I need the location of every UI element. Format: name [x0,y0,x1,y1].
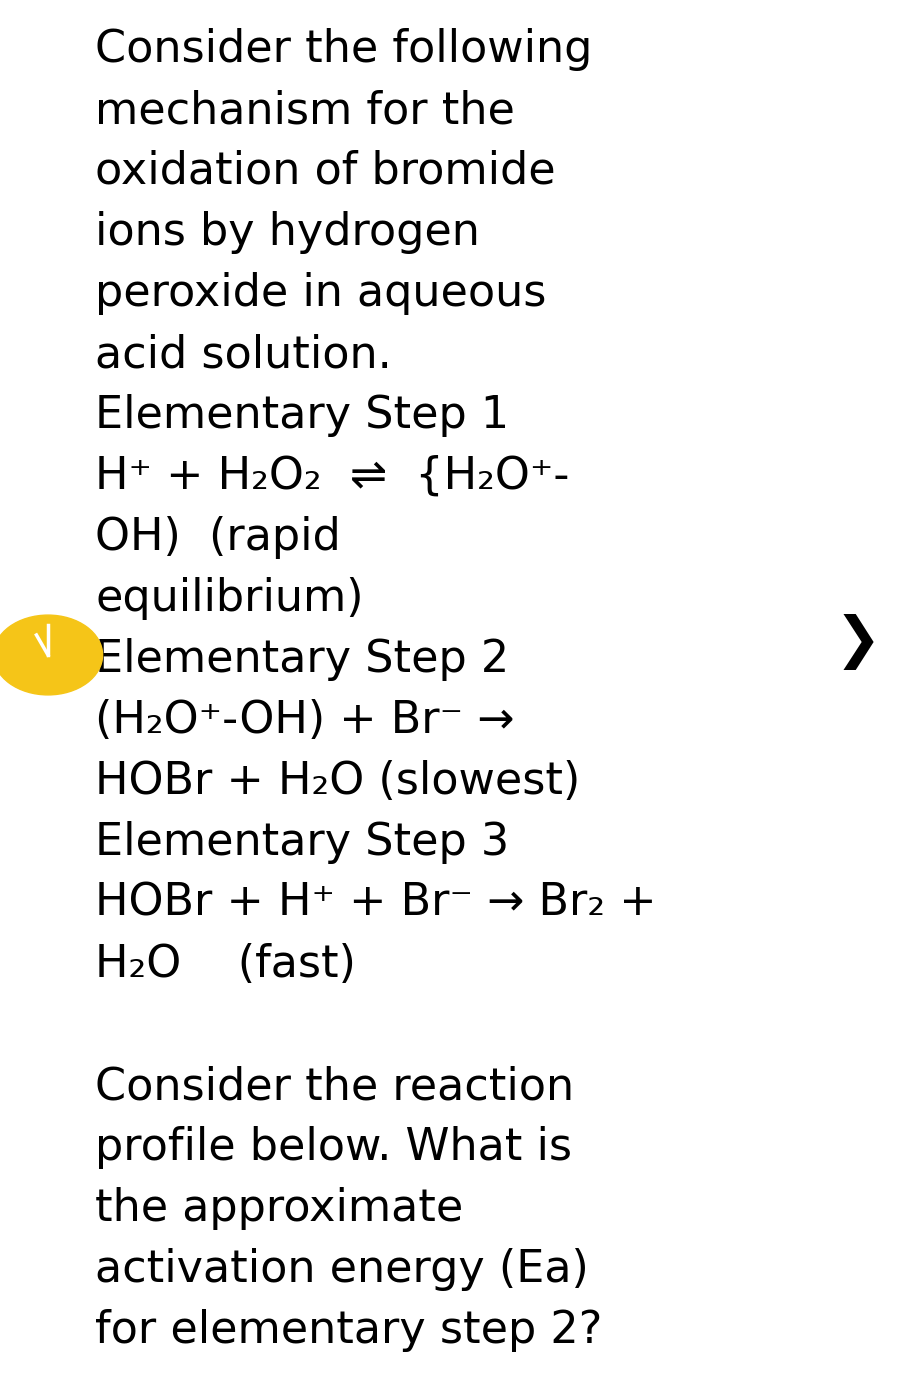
Text: activation energy (Ea): activation energy (Ea) [95,1248,589,1291]
Text: ions by hydrogen: ions by hydrogen [95,211,480,255]
Text: HOBr + H₂O (slowest): HOBr + H₂O (slowest) [95,760,580,803]
Text: for elementary step 2?: for elementary step 2? [95,1309,602,1351]
Text: profile below. What is: profile below. What is [95,1126,572,1170]
Text: H⁺ + H₂O₂  ⇌  {H₂O⁺-: H⁺ + H₂O₂ ⇌ {H₂O⁺- [95,455,569,498]
Text: Consider the reaction: Consider the reaction [95,1065,574,1108]
Text: Consider the following: Consider the following [95,28,592,71]
Text: Elementary Step 3: Elementary Step 3 [95,821,509,865]
Text: H₂O    (fast): H₂O (fast) [95,943,356,986]
Text: Elementary Step 2: Elementary Step 2 [95,638,509,681]
Text: OH)  (rapid: OH) (rapid [95,516,341,560]
Text: equilibrium): equilibrium) [95,576,364,620]
Text: mechanism for the: mechanism for the [95,90,515,132]
Text: acid solution.: acid solution. [95,333,391,376]
Text: ❯: ❯ [834,614,881,670]
Text: oxidation of bromide: oxidation of bromide [95,150,555,193]
Text: peroxide in aqueous: peroxide in aqueous [95,271,546,315]
Text: HOBr + H⁺ + Br⁻ → Br₂ +: HOBr + H⁺ + Br⁻ → Br₂ + [95,881,657,925]
Text: the approximate: the approximate [95,1186,463,1230]
Text: (H₂O⁺-OH) + Br⁻ →: (H₂O⁺-OH) + Br⁻ → [95,700,515,741]
Ellipse shape [0,616,102,695]
Text: Elementary Step 1: Elementary Step 1 [95,395,509,436]
